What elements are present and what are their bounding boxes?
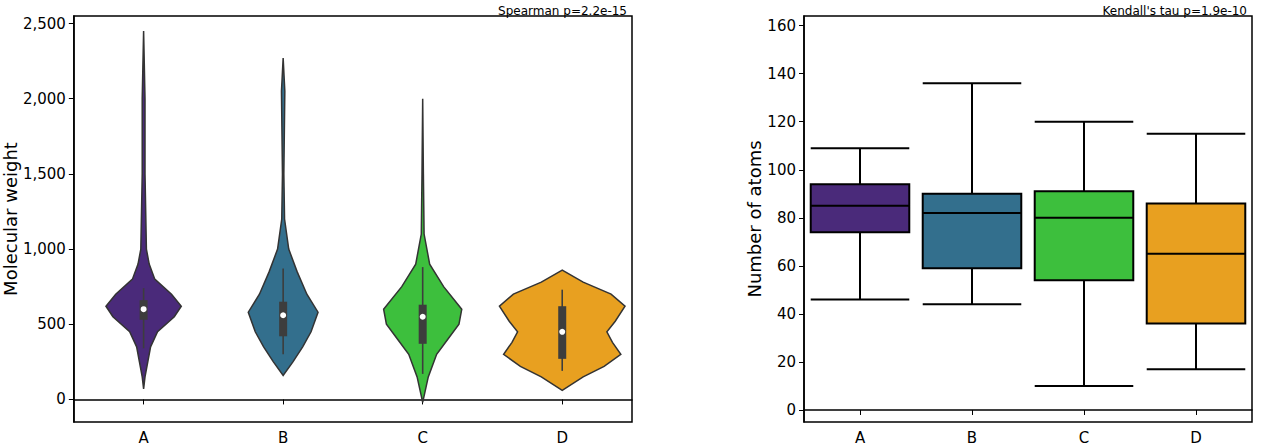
- svg-text:1,000: 1,000: [23, 240, 66, 258]
- svg-text:120: 120: [767, 113, 796, 131]
- svg-text:80: 80: [777, 209, 796, 227]
- svg-text:Kendall's tau p=1.9e-10: Kendall's tau p=1.9e-10: [1103, 4, 1247, 18]
- svg-text:C: C: [417, 429, 427, 447]
- svg-text:20: 20: [777, 353, 796, 371]
- svg-text:A: A: [138, 429, 149, 447]
- svg-text:500: 500: [37, 315, 66, 333]
- svg-text:B: B: [278, 429, 288, 447]
- svg-text:0: 0: [56, 390, 66, 408]
- svg-text:Spearman p=2.2e-15: Spearman p=2.2e-15: [498, 4, 627, 18]
- svg-text:D: D: [1190, 429, 1202, 447]
- svg-text:Number of atoms: Number of atoms: [744, 140, 765, 297]
- svg-text:160: 160: [767, 17, 796, 35]
- svg-text:2,000: 2,000: [23, 90, 66, 108]
- svg-text:Molecular weight: Molecular weight: [0, 142, 21, 296]
- svg-text:2,500: 2,500: [23, 15, 66, 33]
- svg-text:C: C: [1079, 429, 1089, 447]
- svg-text:40: 40: [777, 305, 796, 323]
- svg-text:60: 60: [777, 257, 796, 275]
- svg-text:140: 140: [767, 65, 796, 83]
- svg-text:100: 100: [767, 161, 796, 179]
- svg-text:D: D: [556, 429, 568, 447]
- svg-text:B: B: [967, 429, 977, 447]
- svg-text:A: A: [855, 429, 866, 447]
- svg-text:0: 0: [786, 401, 796, 419]
- svg-text:1,500: 1,500: [23, 165, 66, 183]
